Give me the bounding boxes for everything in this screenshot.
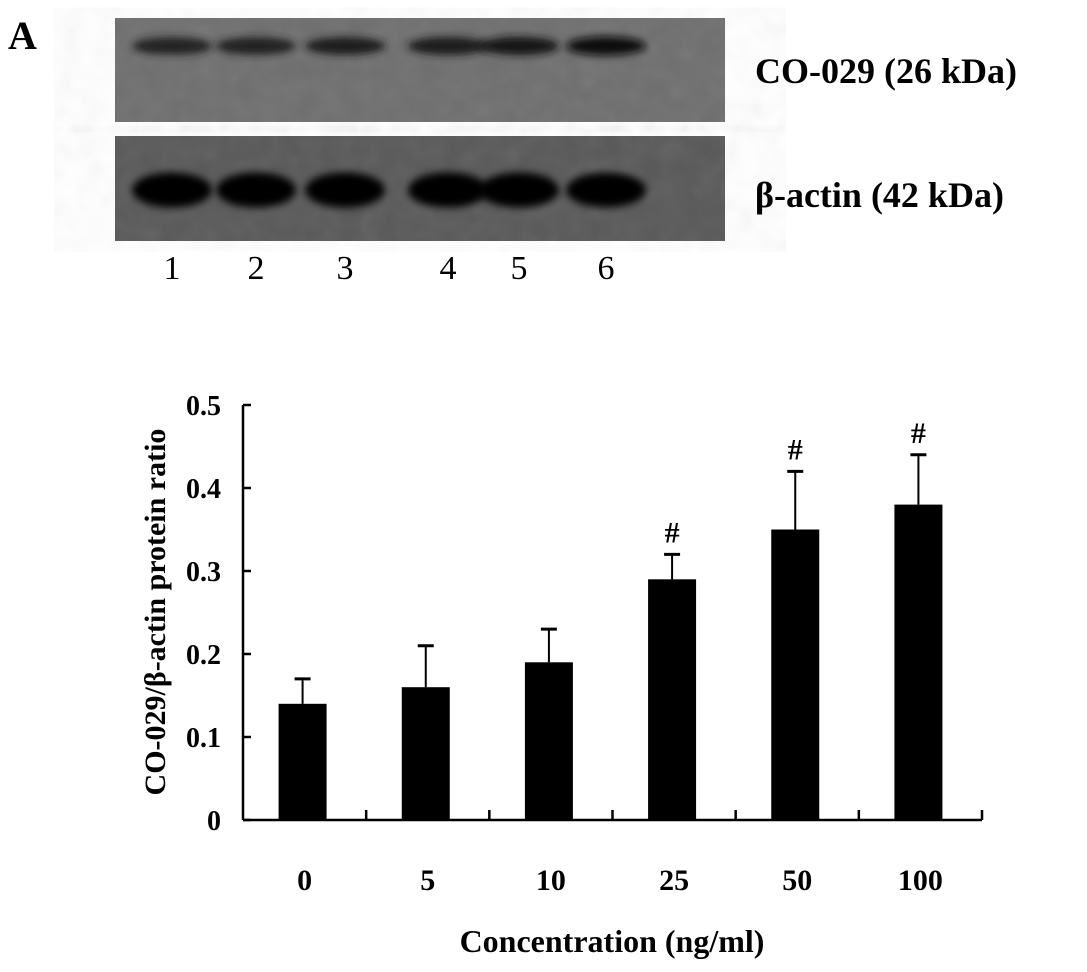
- lane-number: 2: [247, 250, 265, 287]
- bar: [524, 662, 573, 820]
- x-tick-label: 50: [782, 864, 812, 897]
- blot-label-actin: β-actin (42 kDa): [755, 175, 1004, 215]
- significance-marker: #: [911, 417, 926, 450]
- blot-band: [216, 172, 296, 208]
- y-tick-label: 0.1: [186, 723, 221, 754]
- significance-marker: #: [665, 516, 680, 549]
- blot-band: [408, 36, 488, 56]
- blot-band: [305, 172, 385, 208]
- blot-band: [216, 37, 296, 55]
- blot-band: [479, 172, 559, 208]
- y-axis-label: CO-029/β-actin protein ratio: [139, 429, 172, 796]
- lane-number: 3: [336, 250, 354, 287]
- y-tick-label: 0.3: [186, 557, 221, 588]
- bar: [401, 687, 450, 820]
- y-tick-label: 0.5: [186, 391, 221, 422]
- lane-number: 6: [597, 250, 615, 287]
- blot-band: [408, 172, 488, 208]
- x-tick-label: 0: [297, 864, 312, 897]
- blot-band: [305, 37, 385, 55]
- lane-number: 4: [439, 250, 457, 287]
- y-tick-label: 0.2: [186, 640, 221, 671]
- blot-label-co029: CO-029 (26 kDa): [755, 51, 1017, 91]
- bar: [278, 703, 327, 820]
- panel-label: A: [8, 13, 37, 58]
- x-tick-label: 10: [536, 864, 566, 897]
- x-axis-label: Concentration (ng/ml): [460, 923, 765, 959]
- x-tick-label: 5: [420, 864, 435, 897]
- blot-band: [132, 172, 212, 208]
- significance-marker: #: [788, 433, 803, 466]
- x-tick-label: 25: [659, 864, 689, 897]
- bar: [771, 529, 820, 820]
- lane-number: 5: [510, 250, 528, 287]
- bar: [648, 579, 697, 820]
- blot-band: [132, 37, 212, 55]
- y-tick-label: 0.4: [186, 474, 221, 505]
- blot-band: [479, 36, 559, 56]
- blot-band: [566, 172, 646, 208]
- blot-band: [566, 36, 646, 56]
- bar: [894, 504, 943, 820]
- western-blot: [115, 18, 725, 241]
- y-tick-label: 0: [207, 806, 221, 837]
- lane-number: 1: [163, 250, 181, 287]
- x-tick-label: 100: [898, 864, 943, 897]
